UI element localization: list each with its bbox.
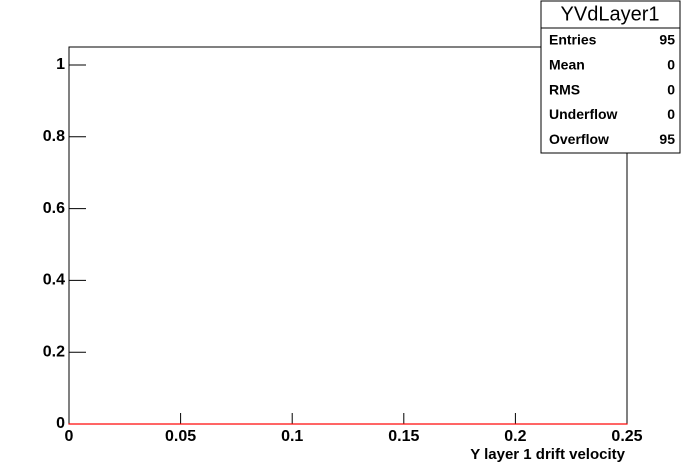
- y-tick-label: 0.8: [43, 128, 65, 145]
- x-tick-label: 0.2: [504, 428, 526, 445]
- y-tick-label: 0: [56, 415, 65, 432]
- x-tick-label: 0.25: [611, 428, 642, 445]
- stats-value: 95: [659, 32, 675, 48]
- stats-box: YVdLayer1: [540, 0, 681, 154]
- stats-value: 0: [667, 81, 675, 97]
- x-axis-label: Y layer 1 drift velocity: [470, 446, 625, 463]
- stats-label: RMS: [549, 81, 580, 97]
- x-tick-label: 0.1: [281, 428, 303, 445]
- x-tick-label: 0.05: [165, 428, 196, 445]
- y-tick-label: 0.4: [43, 272, 65, 289]
- stats-value: 0: [667, 57, 675, 73]
- y-tick-label: 1: [56, 56, 65, 73]
- x-tick-label: 0: [65, 428, 74, 445]
- y-tick-label: 0.2: [43, 343, 65, 360]
- stats-value: 0: [667, 106, 675, 122]
- stats-label: Mean: [549, 57, 585, 73]
- stats-label: Entries: [549, 32, 597, 48]
- stats-frame: [540, 0, 681, 154]
- stats-label: Overflow: [549, 131, 609, 147]
- y-tick-label: 0.6: [43, 200, 65, 217]
- x-tick-label: 0.15: [388, 428, 419, 445]
- stats-value: 95: [659, 131, 675, 147]
- stats-label: Underflow: [549, 106, 618, 122]
- stats-title: YVdLayer1: [561, 3, 660, 25]
